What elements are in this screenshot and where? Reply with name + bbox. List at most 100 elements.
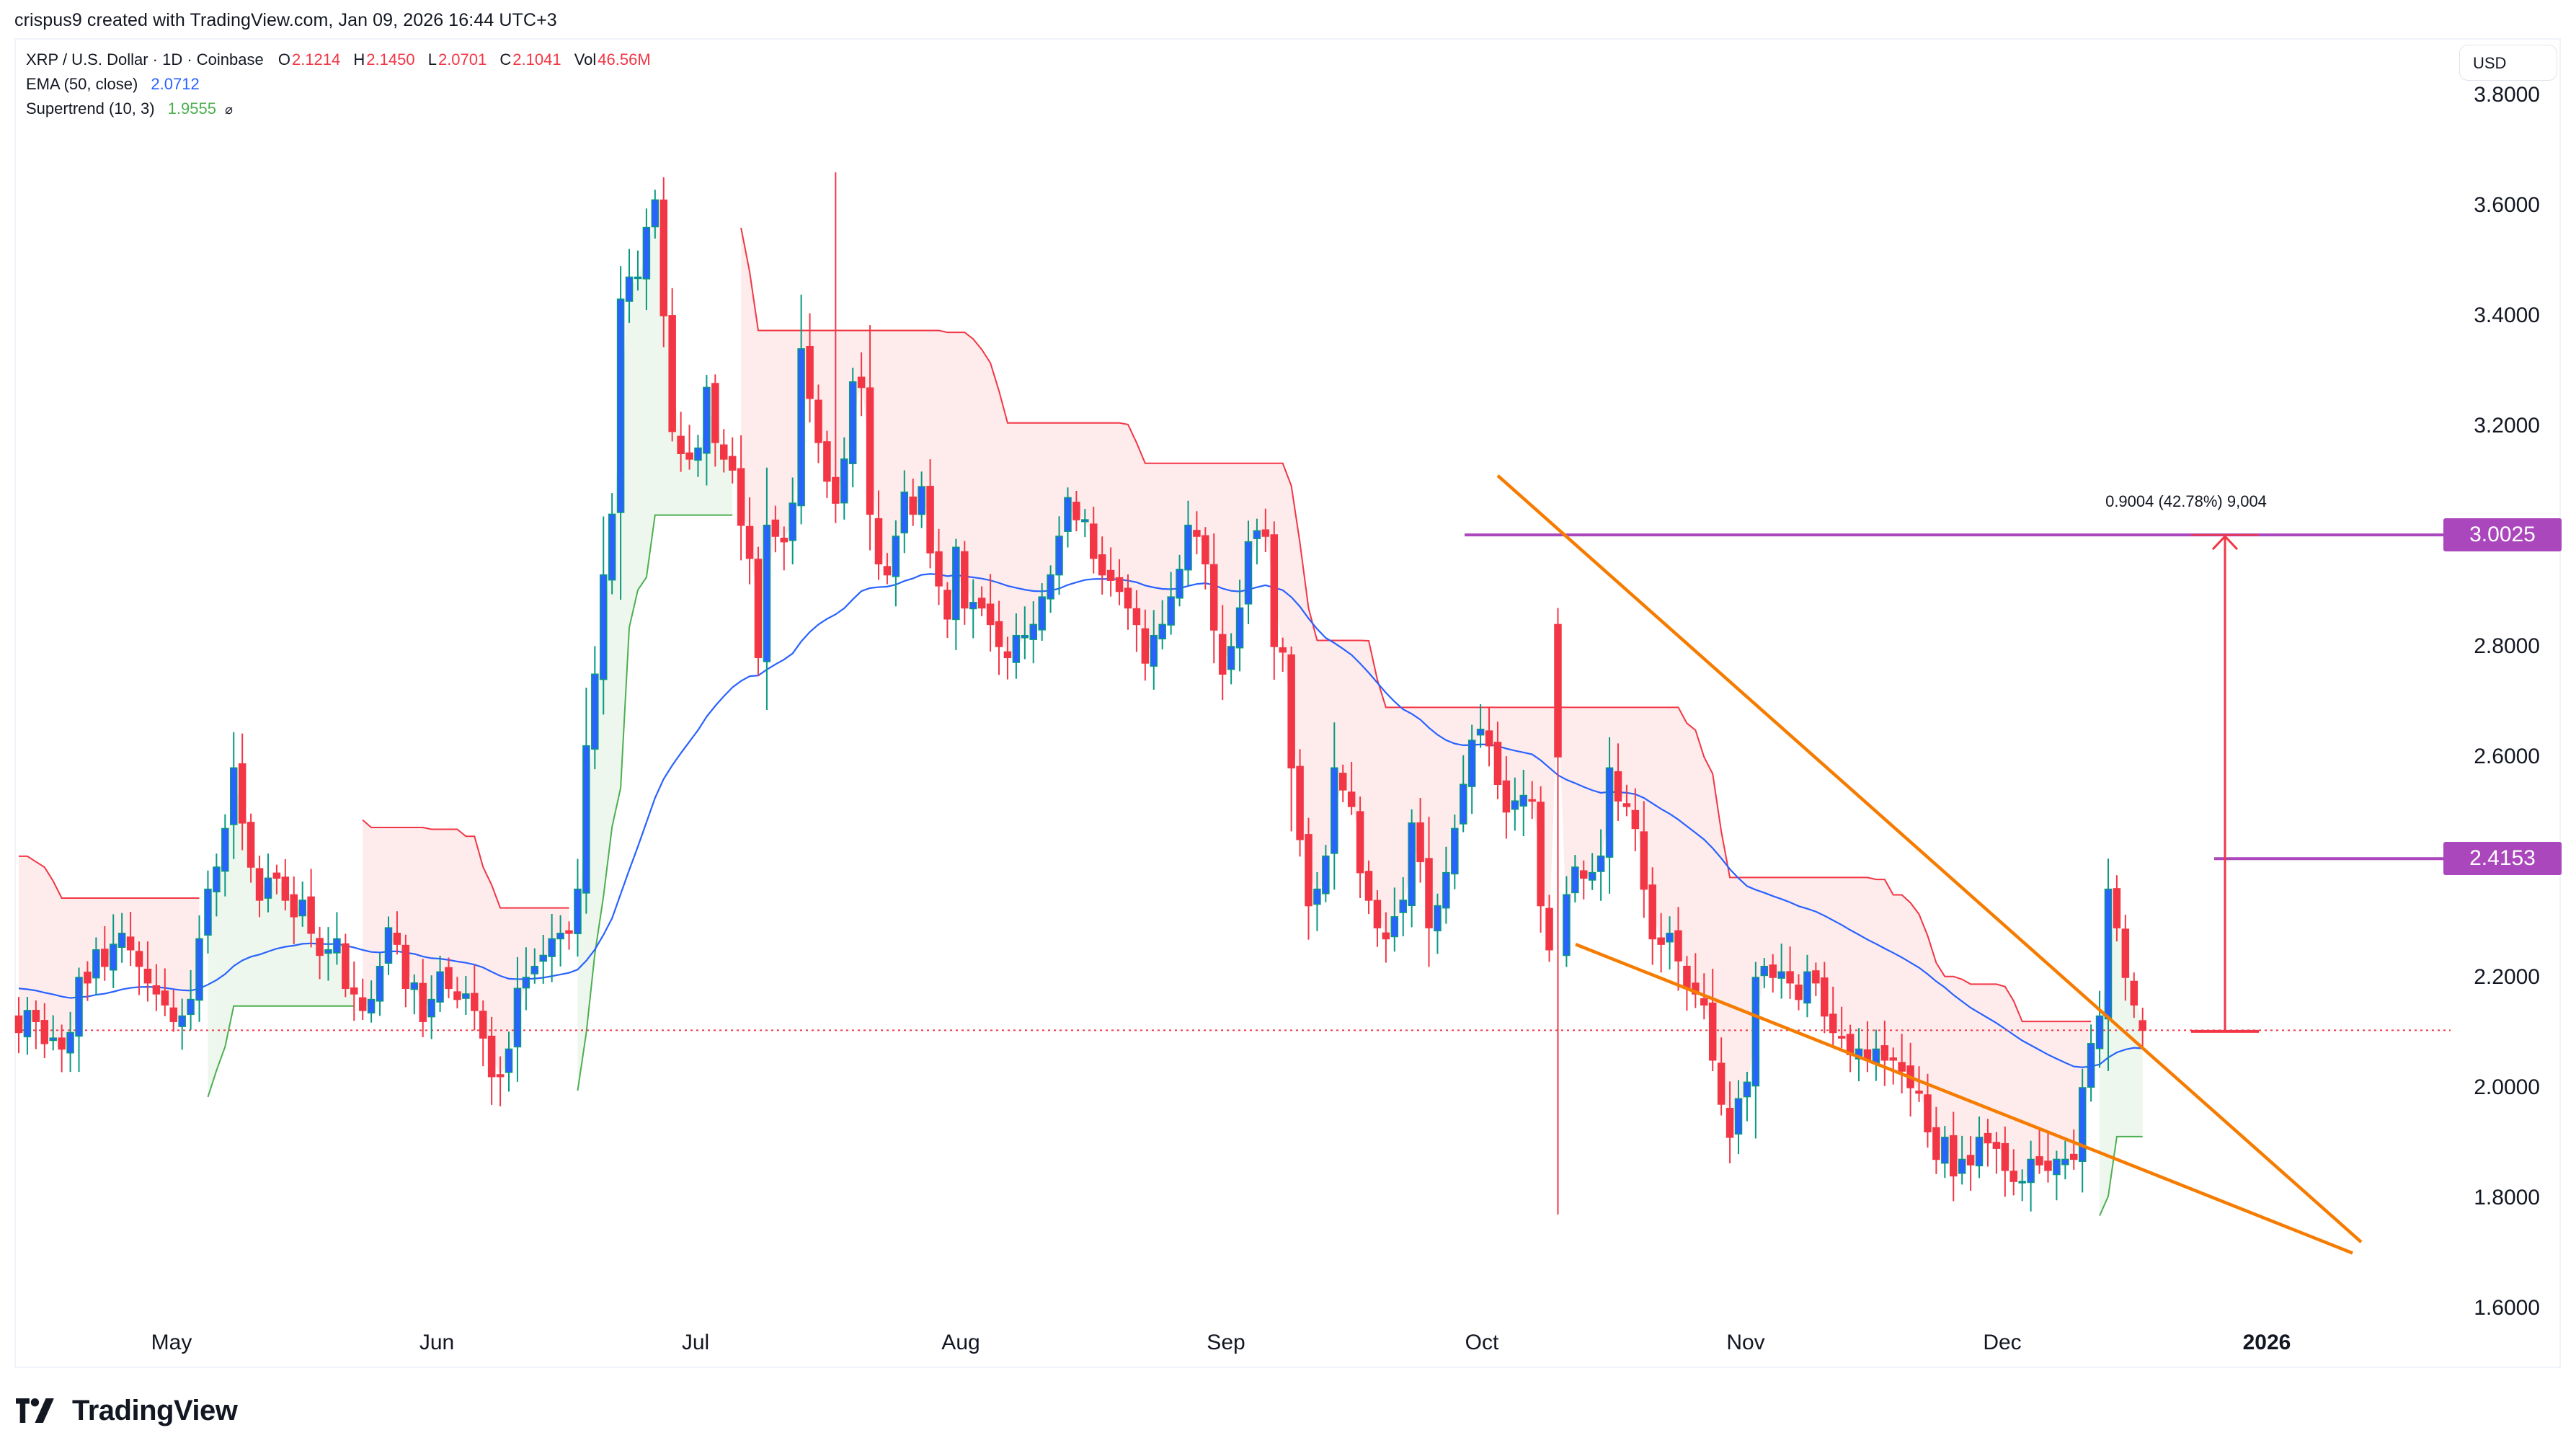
candle-body [1055, 536, 1063, 576]
price-tick-label: 2.0000 [2474, 1075, 2540, 1099]
candle-body [780, 537, 789, 543]
candle-body [204, 888, 212, 936]
candle-body [1734, 1098, 1743, 1135]
candle-body [1434, 905, 1442, 932]
ema-value: 2.0712 [151, 75, 200, 93]
candle-body [565, 930, 573, 934]
supertrend-legend-row[interactable]: Supertrend (10, 3) 1.9555 ⌀ [26, 97, 659, 122]
candle-body [2104, 888, 2113, 1020]
low-label: L [427, 50, 437, 68]
supertrend-up-line [207, 1005, 355, 1098]
time-tick-label: Sep [1207, 1331, 1245, 1354]
candle-body [1003, 651, 1012, 659]
candle-body [694, 447, 702, 461]
candle-body [789, 502, 796, 541]
candle-body [281, 876, 290, 901]
time-tick-label: May [151, 1331, 192, 1354]
candle-body [574, 888, 582, 935]
candle-body [677, 435, 685, 454]
supertrend-up-line [577, 514, 733, 1091]
candle-body [548, 938, 556, 957]
price-range-measure-label: 0.9004 (42.78%) 9,004 [2105, 492, 2267, 510]
candle-body [1614, 771, 1622, 802]
candle-body [1098, 554, 1106, 576]
candle-body [874, 518, 883, 565]
tradingview-logo: TradingView [16, 1395, 238, 1426]
candle-body [14, 1015, 23, 1034]
candle-body [1640, 831, 1648, 890]
candle-body [1821, 977, 1829, 1017]
price-tick-label: 3.4000 [2474, 303, 2540, 327]
candle-body [1347, 791, 1356, 807]
candle-body [1338, 773, 1347, 791]
price-tick-label: 3.2000 [2474, 414, 2540, 438]
candle-body [935, 551, 943, 587]
candle-body [1924, 1094, 1932, 1132]
price-tick-label: 2.2000 [2474, 965, 2540, 989]
candle-body [797, 348, 805, 507]
candle-body [1966, 1155, 1975, 1166]
candle-body [763, 524, 771, 662]
candle-body [634, 276, 642, 280]
ema-legend-row[interactable]: EMA (50, close) 2.0712 [26, 72, 659, 97]
candle-body [2053, 1158, 2061, 1176]
candle-body [2001, 1142, 2009, 1171]
candle-body [522, 977, 530, 989]
candle-body [2078, 1087, 2087, 1162]
candle-body [771, 519, 780, 537]
price-tick-label: 2.6000 [2474, 745, 2540, 768]
candle-body [1218, 634, 1227, 675]
candle-body [23, 1010, 32, 1038]
candle-body [2035, 1156, 2043, 1166]
candle-body [2044, 1160, 2052, 1171]
candle-body [230, 767, 238, 825]
candle-body [745, 525, 754, 559]
candle-body [1021, 634, 1029, 639]
candle-body [32, 1010, 40, 1022]
candle-body [393, 933, 401, 945]
supertrend-downtrend-fill [363, 820, 569, 1076]
candle-body [1356, 811, 1364, 874]
ema-50-line [18, 573, 2143, 1068]
candle-body [1580, 870, 1588, 879]
candle-body [178, 1015, 186, 1027]
close-value: 2.1041 [512, 50, 561, 68]
candle-body [1950, 1135, 1958, 1177]
candle-body [1296, 765, 1304, 840]
candle-body [720, 444, 728, 460]
candle-body [1992, 1142, 2001, 1149]
candle-body [1683, 965, 1691, 990]
candle-body [892, 536, 900, 577]
candle-body [1167, 596, 1175, 626]
candle-body [1674, 930, 1682, 962]
symbol-title: XRP / U.S. Dollar · 1D · Coinbase [26, 50, 264, 68]
candle-body [1717, 1062, 1726, 1105]
candle-body [1399, 900, 1407, 913]
candle-body [1029, 623, 1037, 640]
symbol-legend-row[interactable]: XRP / U.S. Dollar · 1D · Coinbase O2.121… [26, 48, 659, 72]
candle-body [1958, 1158, 1966, 1174]
candle-body [754, 559, 763, 659]
candle-body [479, 1011, 487, 1039]
time-tick-label: Oct [1465, 1331, 1499, 1354]
candle-body [1769, 964, 1777, 978]
candle-body [505, 1048, 513, 1073]
candle-body [324, 949, 332, 954]
candle-body [1072, 502, 1080, 520]
candle-body [40, 1020, 49, 1044]
candle-body [591, 673, 599, 750]
candle-body [1408, 822, 1416, 907]
supertrend-value: 1.9555 [167, 99, 216, 117]
currency-selector[interactable]: USD [2459, 45, 2557, 81]
candle-body [272, 872, 281, 879]
time-tick-label: Jul [681, 1331, 710, 1354]
candle-body [290, 894, 298, 918]
candle-body [445, 967, 453, 990]
candle-body [1631, 809, 1640, 830]
hidden-values-icon[interactable]: ⌀ [225, 102, 233, 117]
chart-credit: crispus9 created with TradingView.com, J… [14, 10, 557, 30]
time-tick-label: 2026 [2242, 1331, 2291, 1354]
close-label: C [499, 50, 512, 68]
candle-body [599, 574, 608, 680]
